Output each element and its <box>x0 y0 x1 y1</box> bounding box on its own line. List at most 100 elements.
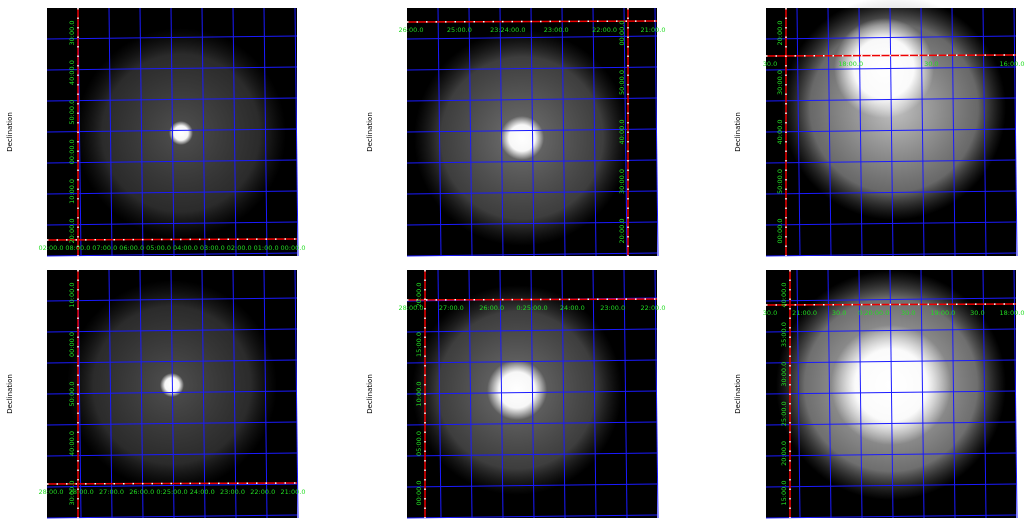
ra-axis <box>406 298 658 301</box>
y-tick-label: 10:00.0 <box>68 283 76 308</box>
x-tick-label: 19:00.0 <box>930 309 955 317</box>
axis-label: Declination <box>734 112 742 152</box>
y-tick-label: 50:00.0 <box>618 70 626 95</box>
grid-line <box>920 7 925 257</box>
x-tick-label: 23:00.0 <box>600 304 625 312</box>
axis-label: Declination <box>6 112 14 152</box>
grid-line <box>530 269 535 519</box>
x-tick-label: 22:00.0 <box>641 304 666 312</box>
axis-label: Declination <box>734 374 742 414</box>
grid-line <box>765 35 1017 40</box>
y-tick-label: 10:00.0 <box>68 179 76 204</box>
grid-line <box>46 297 298 302</box>
grid-line <box>46 35 298 40</box>
grid-line <box>263 269 268 519</box>
x-tick-label: 00:00.0 <box>281 244 306 252</box>
y-tick-label: 30:00.0 <box>780 362 788 387</box>
image-panel: 26:00.0 25:00.0 23:24:00.0 23:00.0 22:00.0 21… <box>399 7 666 257</box>
ra-axis <box>765 303 1017 306</box>
grid-line <box>170 7 175 257</box>
grid-line <box>982 7 987 257</box>
grid-line <box>232 269 237 519</box>
y-tick-label: 50:00.0 <box>68 382 76 407</box>
x-tick-label: 21:00.0 <box>281 488 306 496</box>
ra-axis <box>46 238 298 241</box>
y-tick-label: 15:00.0 <box>415 332 423 357</box>
y-tick-label: 20:00.0 <box>68 219 76 244</box>
grid-line <box>170 269 175 519</box>
grid-line <box>468 7 473 257</box>
grid-line <box>765 297 1017 302</box>
grid-line <box>982 269 987 519</box>
grid-line <box>406 483 658 488</box>
y-tick-label: 20:00.0 <box>415 283 423 308</box>
y-tick-label: 40:00.0 <box>68 431 76 456</box>
bright-source <box>500 116 544 160</box>
x-tick-label: 08:00.0 <box>65 244 90 252</box>
grid-line <box>592 269 597 519</box>
x-tick-label: 26:00.0 <box>129 488 154 496</box>
grid-line <box>1013 7 1018 257</box>
grid-line <box>406 190 658 195</box>
bright-source <box>169 121 193 145</box>
x-tick-label: 02:00.0 <box>227 244 252 252</box>
grid-line <box>592 7 597 257</box>
grid-line <box>858 7 863 257</box>
x-tick-label: 01:00.0 <box>254 244 279 252</box>
grid-line <box>623 7 628 257</box>
x-tick-label: 27:00.0 <box>99 488 124 496</box>
x-tick-label: 23:00.0 <box>220 488 245 496</box>
y-tick-label: 40:00.0 <box>618 120 626 145</box>
grid-line <box>654 7 659 257</box>
grid-line <box>827 269 832 519</box>
grid-line <box>46 221 298 226</box>
x-tick-label: 30.0 <box>763 60 777 68</box>
x-tick-label: 23:00.0 <box>544 26 569 34</box>
grid-line <box>858 269 863 519</box>
x-tick-label: 23:24:00.0 <box>490 26 525 34</box>
y-tick-label: 15:00.0 <box>780 481 788 506</box>
ra-axis <box>46 482 298 485</box>
x-tick-label: 30.0 <box>763 309 777 317</box>
grid-line <box>108 7 113 257</box>
grid-line <box>46 483 298 488</box>
y-tick-label: 10:00.0 <box>415 382 423 407</box>
grid-line <box>232 7 237 257</box>
grid-line <box>294 269 299 519</box>
x-tick-label: 30.0 <box>832 309 846 317</box>
x-tick-label: 26:00.0 <box>399 26 424 34</box>
grid-line <box>623 269 628 519</box>
grid-line <box>46 190 298 195</box>
grid-line <box>406 221 658 226</box>
grid-line <box>406 252 658 257</box>
x-tick-label: 24:00.0 <box>560 304 585 312</box>
ra-axis <box>765 54 1017 57</box>
grid-line <box>765 514 1017 519</box>
grid-line <box>46 390 298 395</box>
grid-line <box>139 269 144 519</box>
image-panel: 28:00.0 27:00.0 26:00.0 0:25:00.0 24:00.0 23:… <box>399 269 666 519</box>
x-tick-label: 28:00.0 <box>39 488 64 496</box>
grid-line <box>46 128 298 133</box>
y-tick-label: 00:00.0 <box>415 481 423 506</box>
x-tick-label: 0:25:00.0 <box>156 488 187 496</box>
y-tick-label: 35:00.0 <box>780 322 788 347</box>
grid-line <box>920 269 925 519</box>
x-tick-label: 21:00.0 <box>792 309 817 317</box>
x-tick-label: 27:00.0 <box>439 304 464 312</box>
grid-line <box>406 452 658 457</box>
x-tick-label: 18:00.0 <box>1000 309 1025 317</box>
x-tick-label: 06:00.0 <box>119 244 144 252</box>
y-tick-label: 00:00.0 <box>776 219 784 244</box>
grid-line <box>654 269 659 519</box>
axis-label: Declination <box>366 374 374 414</box>
x-tick-label: 30.0 <box>924 60 938 68</box>
x-tick-label: 28:00.0 <box>69 488 94 496</box>
y-tick-label: 30:00.0 <box>68 21 76 46</box>
grid-line <box>406 159 658 164</box>
image-panel: 30.0 21:00.0 30.0 0:20:00.0 30.0 19:00.0 30.0 1… <box>763 269 1025 519</box>
x-tick-label: 21:00.0 <box>641 26 666 34</box>
x-tick-label: 0:25:00.0 <box>516 304 547 312</box>
grid-line <box>201 269 206 519</box>
